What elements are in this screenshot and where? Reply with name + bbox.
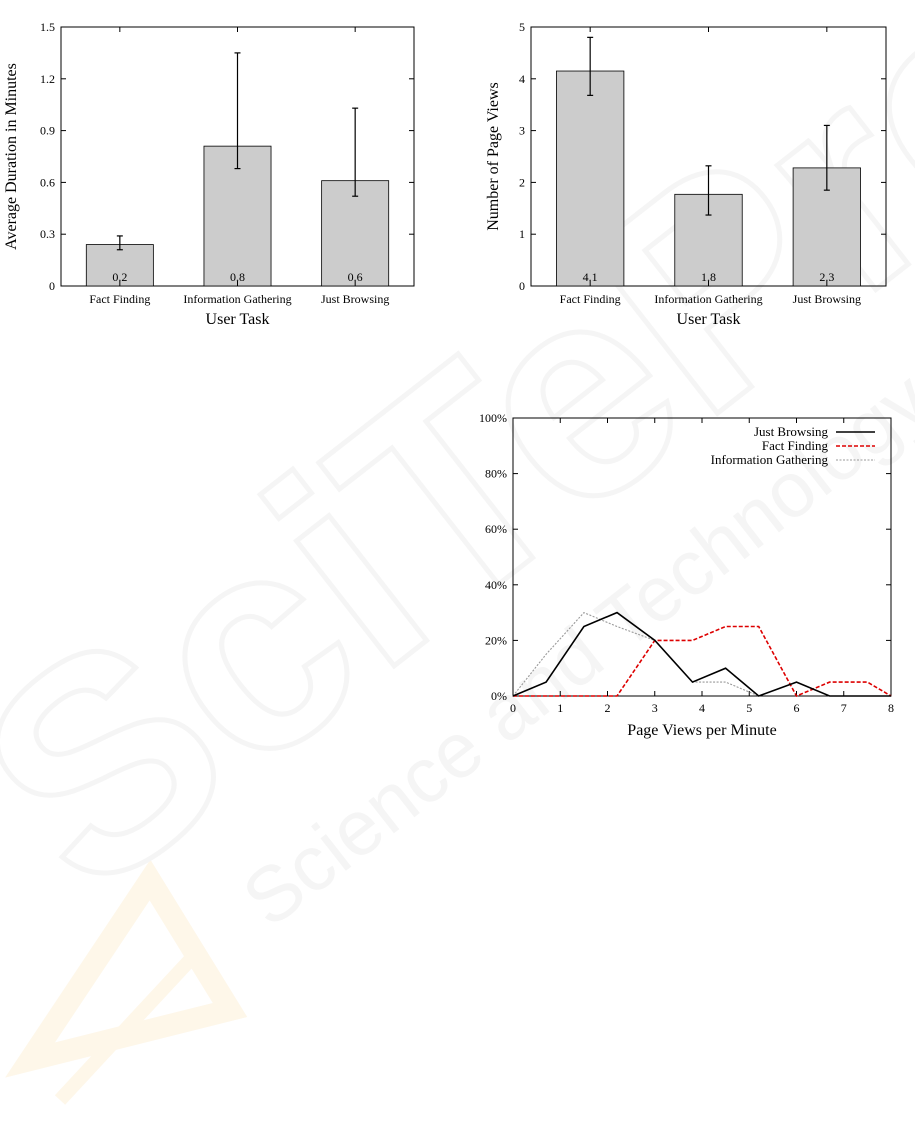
x-tick-label: Information Gathering — [654, 292, 762, 306]
y-tick-label: 5 — [519, 20, 525, 34]
legend-label: Just Browsing — [754, 424, 829, 439]
bar-value-label: 1.8 — [701, 270, 716, 284]
duration-bar-chart: 0 0.3 0.6 0.9 1.2 1.5 0.2 Fact Finding 0.8 Inform… — [3, 20, 415, 328]
bar-value-label: 4.1 — [583, 270, 598, 284]
y-tick-label: 0 — [49, 279, 55, 293]
watermark: SciTePress Science and Technology Public… — [0, 0, 915, 1105]
y-tick-label: 0 — [519, 279, 525, 293]
y-tick-label: 0.6 — [40, 175, 55, 189]
x-tick-label: Just Browsing — [321, 292, 389, 306]
y-tick-label: 80% — [485, 467, 507, 481]
bar — [321, 180, 390, 287]
x-axis-title: User Task — [206, 311, 270, 328]
bar — [203, 145, 272, 287]
x-axis-title: User Task — [677, 311, 741, 328]
series-line — [513, 625, 892, 698]
watermark-logo — [5, 859, 248, 1105]
x-tick-label: Information Gathering — [183, 292, 291, 306]
y-axis-title: Average Duration in Minutes — [3, 63, 20, 250]
x-tick-label: Fact Finding — [89, 292, 150, 306]
bar — [556, 70, 625, 287]
x-tick-label: 1 — [557, 701, 563, 715]
y-tick-label: 0% — [491, 689, 507, 703]
x-tick-label: 5 — [746, 701, 752, 715]
x-tick-label: 8 — [888, 701, 894, 715]
series-line — [512, 611, 759, 697]
series-line — [512, 611, 891, 697]
bar-value-label: 0.6 — [348, 270, 363, 284]
y-tick-label: 0.3 — [40, 227, 55, 241]
legend-label: Fact Finding — [762, 438, 829, 453]
y-tick-label: 1.2 — [40, 72, 55, 86]
bar — [85, 244, 154, 287]
x-tick-label: 3 — [652, 701, 658, 715]
y-tick-label: 4 — [519, 72, 525, 86]
y-tick-label: 40% — [485, 578, 507, 592]
x-tick-label: 6 — [794, 701, 800, 715]
y-tick-label: 2 — [519, 175, 525, 189]
y-tick-label: 3 — [519, 124, 525, 138]
bar-value-label: 0.8 — [230, 270, 245, 284]
x-tick-label: 7 — [841, 701, 847, 715]
bar-value-label: 0.2 — [112, 270, 127, 284]
x-axis-title: Page Views per Minute — [627, 722, 776, 739]
legend-label: Information Gathering — [711, 452, 829, 467]
y-tick-label: 100% — [479, 411, 507, 425]
x-tick-label: Just Browsing — [793, 292, 861, 306]
y-axis-title: Number of Page Views — [485, 82, 502, 231]
y-tick-label: 1 — [519, 227, 525, 241]
y-tick-label: 20% — [485, 633, 507, 647]
page-views-bar-chart: 0 1 2 3 4 5 4.1 Fact Finding 1.8 Information Gath… — [485, 20, 887, 328]
x-tick-label: 0 — [510, 701, 516, 715]
y-tick-label: 60% — [485, 522, 507, 536]
x-tick-label: 2 — [605, 701, 611, 715]
y-tick-label: 1.5 — [40, 20, 55, 34]
bar-value-label: 2.3 — [819, 270, 834, 284]
y-tick-label: 0.9 — [40, 124, 55, 138]
page-views-per-minute-line-chart: 0% 20% 40% 60% 80% 100% 0 1 2 3 4 5 6 7 8 Page Views pe… — [479, 411, 894, 739]
x-tick-label: 4 — [699, 701, 705, 715]
x-tick-label: Fact Finding — [560, 292, 621, 306]
